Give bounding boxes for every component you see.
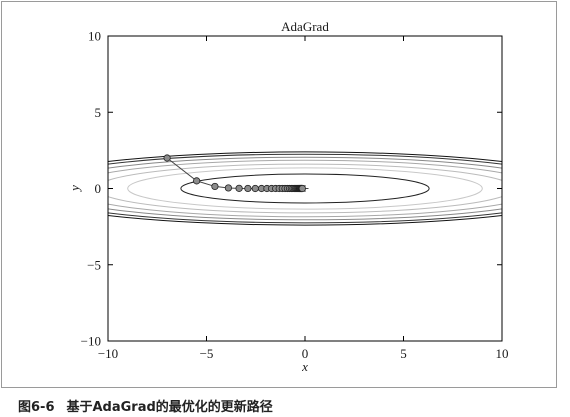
path-point xyxy=(211,182,219,191)
x-tick-label: 10 xyxy=(496,346,509,361)
chart-title: AdaGrad xyxy=(281,19,329,34)
y-tick-label: 0 xyxy=(95,181,102,196)
contour-ellipse-0 xyxy=(180,173,430,204)
x-tick-label: 0 xyxy=(302,346,309,361)
path-point xyxy=(251,184,259,193)
contour-ellipse-6 xyxy=(108,151,502,226)
x-axis-label: x xyxy=(301,359,308,374)
contour-ellipse-4 xyxy=(108,156,502,221)
x-tick-label: −10 xyxy=(98,346,118,361)
y-tick-label: −5 xyxy=(87,257,101,272)
path-point xyxy=(235,184,243,192)
tick-labels: −10 −5 0 5 10 −10 −5 0 5 10 xyxy=(81,29,509,362)
path-point xyxy=(163,154,171,162)
y-tick-label: −10 xyxy=(81,334,101,349)
figure-caption: 图6-6 基于AdaGrad的最优化的更新路径 xyxy=(18,396,273,415)
y-tick-label: 10 xyxy=(88,29,101,44)
x-tick-label: 5 xyxy=(400,346,407,361)
y-axis-label: y xyxy=(67,185,82,193)
path-point xyxy=(244,184,252,193)
path-point xyxy=(224,184,233,192)
y-tick-label: 5 xyxy=(95,105,102,120)
caption-text: 基于AdaGrad的最优化的更新路径 xyxy=(66,400,273,415)
contour-ellipse-1 xyxy=(127,167,483,210)
contour-ellipse-3 xyxy=(108,159,502,218)
contour-lines xyxy=(108,151,502,226)
contour-ellipse-2 xyxy=(108,163,502,214)
path-point xyxy=(193,177,201,185)
contour-ellipse-5 xyxy=(108,153,502,224)
optimization-path xyxy=(163,154,309,193)
axis-ticks xyxy=(107,35,503,342)
figure-number: 图6-6 xyxy=(18,400,55,415)
path-point xyxy=(298,184,306,193)
figure-frame xyxy=(1,1,557,388)
x-tick-label: −5 xyxy=(200,346,214,361)
